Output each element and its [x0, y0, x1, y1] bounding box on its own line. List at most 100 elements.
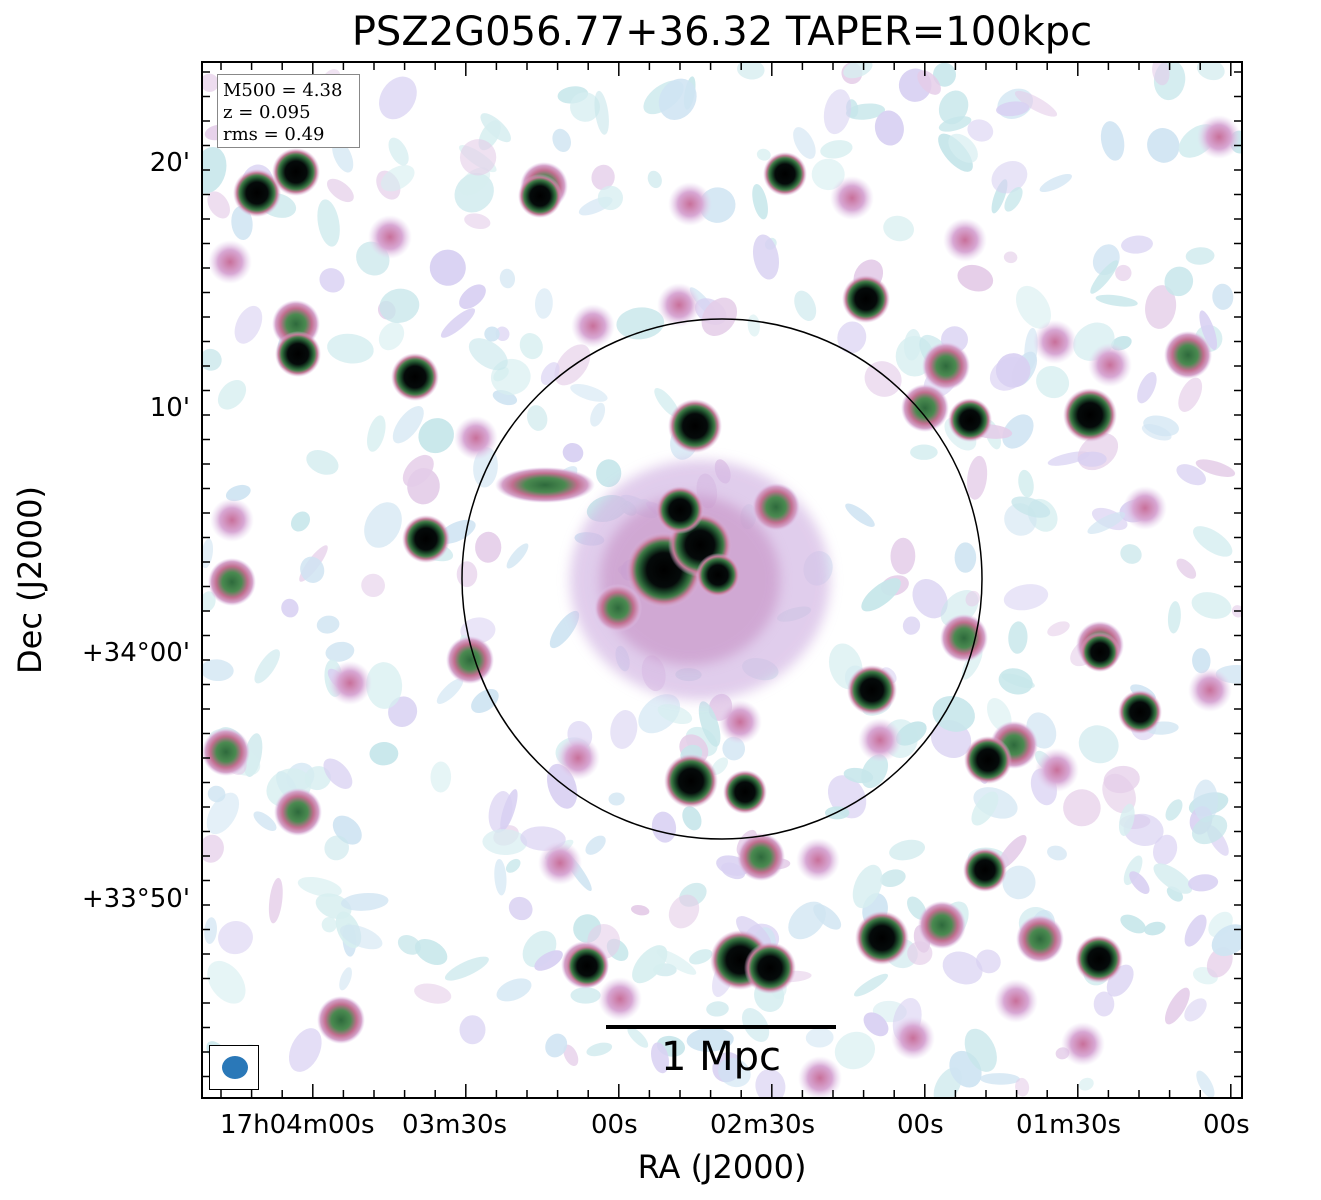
noise-blob — [339, 924, 383, 950]
bright-source — [656, 486, 704, 534]
noise-blob — [1121, 235, 1153, 254]
noise-blob — [207, 960, 246, 1004]
bright-source — [565, 944, 609, 988]
noise-blob — [315, 893, 352, 920]
noise-blob — [880, 869, 906, 887]
noise-blob — [482, 829, 528, 856]
noise-blob — [1003, 584, 1049, 611]
noise-blob — [932, 695, 975, 732]
noise-blob — [1078, 1077, 1094, 1091]
extended-source — [495, 467, 595, 503]
noise-blob — [1185, 247, 1215, 265]
weak-source — [1033, 320, 1077, 364]
noise-blob — [594, 90, 609, 135]
weak-source — [943, 218, 987, 262]
noise-blob — [1129, 871, 1150, 894]
noise-blob — [1039, 173, 1073, 193]
noise-blob — [834, 1031, 876, 1070]
noise-blob — [654, 387, 680, 418]
x-tick-label: 02m30s — [710, 1110, 816, 1140]
x-axis-label: RA (J2000) — [637, 1148, 807, 1186]
noise-blob — [586, 1042, 613, 1057]
noise-blob — [638, 694, 681, 734]
noise-blob — [853, 973, 889, 997]
noise-blob — [701, 297, 738, 336]
noise-blob — [1118, 803, 1135, 836]
noise-blob — [686, 1027, 734, 1052]
noise-blob — [938, 116, 972, 132]
noise-blob — [752, 183, 768, 220]
noise-blob — [207, 785, 226, 803]
noise-blob — [585, 835, 606, 855]
noise-blob — [1211, 924, 1242, 957]
noise-blob — [813, 904, 842, 930]
noise-blob — [206, 792, 240, 835]
bright-source — [1118, 690, 1162, 734]
noise-blob — [632, 945, 668, 984]
noise-blob — [957, 264, 994, 292]
noise-blob — [756, 148, 771, 161]
noise-blob — [1123, 855, 1143, 886]
noise-blob — [570, 987, 601, 1004]
bright-source — [1080, 632, 1120, 672]
noise-blob — [1164, 266, 1194, 297]
medium-source — [940, 614, 988, 662]
noise-blob — [418, 418, 454, 454]
noise-blob — [436, 678, 464, 704]
noise-blob — [366, 662, 403, 709]
weak-source — [208, 240, 252, 284]
noise-blob — [1193, 526, 1233, 557]
noise-blob — [874, 110, 904, 146]
noise-blob — [440, 308, 476, 338]
noise-blob — [794, 290, 817, 322]
noise-blob — [218, 921, 253, 955]
r500-circle — [461, 318, 983, 840]
noise-blob — [1120, 544, 1142, 564]
noise-blob — [202, 348, 222, 371]
noise-blob — [300, 556, 325, 583]
bright-source — [1075, 935, 1123, 983]
noise-blob — [1195, 459, 1236, 477]
noise-blob — [627, 1027, 649, 1048]
noise-blob — [254, 649, 280, 684]
noise-blob — [1087, 511, 1126, 535]
noise-blob — [610, 710, 638, 749]
noise-blob — [545, 1033, 568, 1058]
noise-blob — [668, 894, 700, 929]
y-tick-label: 10' — [149, 393, 190, 423]
noise-blob — [938, 90, 969, 125]
noise-blob — [932, 62, 957, 87]
bright-source — [964, 736, 1012, 784]
noise-blob — [1153, 863, 1193, 894]
noise-blob — [290, 511, 311, 532]
medium-source — [922, 342, 970, 390]
noise-blob — [651, 811, 677, 843]
noise-blob — [647, 170, 662, 189]
noise-blob — [689, 949, 713, 965]
noise-blob — [682, 806, 702, 831]
noise-blob — [883, 215, 914, 242]
noise-blob — [995, 353, 1031, 388]
noise-blob — [965, 590, 980, 607]
noise-blob — [534, 950, 563, 971]
noise-blob — [1090, 260, 1119, 294]
medium-source — [1164, 331, 1212, 379]
weak-source — [798, 1056, 842, 1098]
noise-blob — [942, 951, 983, 985]
weak-source — [994, 979, 1038, 1023]
noise-blob — [202, 591, 216, 612]
noise-blob — [1014, 90, 1058, 117]
noise-blob — [430, 761, 452, 793]
axis-ticks — [202, 62, 1242, 1098]
noise-blob — [361, 573, 385, 598]
noise-blob — [499, 268, 516, 289]
bright-source — [272, 148, 320, 196]
weak-source — [328, 661, 372, 705]
bright-source — [233, 169, 281, 217]
noise-blob — [563, 1044, 579, 1066]
noise-blob — [202, 538, 214, 569]
noise-blob — [379, 288, 420, 323]
noise-blob — [369, 741, 399, 766]
noise-blob — [1115, 264, 1132, 282]
